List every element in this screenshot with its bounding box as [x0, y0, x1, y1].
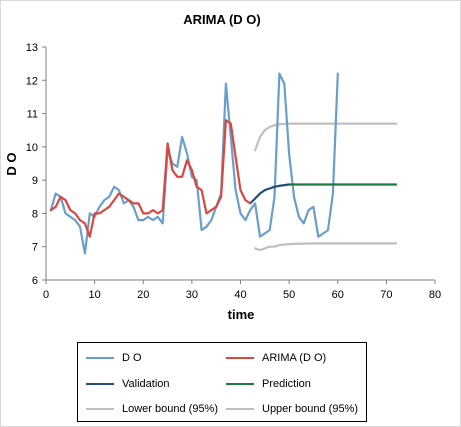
x-tick-label: 30 — [186, 289, 198, 301]
x-tick-label: 10 — [89, 289, 101, 301]
legend-item-do: D O — [86, 351, 142, 365]
legend-swatch-arima — [226, 357, 254, 359]
y-tick-label: 10 — [26, 142, 38, 154]
y-tick-label: 8 — [32, 208, 38, 220]
x-tick-label: 60 — [332, 289, 344, 301]
legend-swatch-validation — [86, 383, 114, 385]
legend-label-validation: Validation — [122, 378, 170, 390]
legend-swatch-upper-bound — [226, 408, 254, 410]
y-tick-label: 12 — [26, 75, 38, 87]
chart-title: ARIMA (D O) — [183, 12, 261, 27]
legend-label-arima: ARIMA (D O) — [262, 352, 327, 364]
legend-swatch-do — [86, 357, 114, 359]
x-tick-label: 40 — [234, 289, 246, 301]
x-tick-label: 0 — [43, 289, 49, 301]
x-tick-label: 50 — [283, 289, 295, 301]
legend-label-prediction: Prediction — [262, 378, 311, 390]
legend-item-lower-bound: Lower bound (95%) — [86, 402, 218, 416]
y-tick-label: 7 — [32, 242, 38, 254]
y-tick-label: 9 — [32, 175, 38, 187]
legend-item-upper-bound: Upper bound (95%) — [226, 402, 358, 416]
legend-label-do: D O — [122, 352, 142, 364]
legend-item-validation: Validation — [86, 377, 170, 391]
x-tick-label: 80 — [429, 289, 441, 301]
y-tick-label: 6 — [32, 275, 38, 287]
y-tick-label: 13 — [26, 42, 38, 54]
x-tick-label: 20 — [137, 289, 149, 301]
do-series-line — [49, 72, 339, 255]
x-tick-label: 70 — [380, 289, 392, 301]
x-axis-title: time — [228, 307, 255, 322]
axes: 6 7 8 9 10 11 12 13 0 10 20 30 40 50 60 70 80 — [26, 42, 441, 301]
plot-area — [49, 72, 398, 255]
legend-swatch-lower-bound — [86, 408, 114, 410]
legend-label-lower-bound: Lower bound (95%) — [122, 403, 219, 415]
legend-label-upper-bound: Upper bound (95%) — [262, 403, 359, 415]
y-tick-label: 11 — [27, 109, 38, 121]
chart-canvas: ARIMA (D O) D O time 6 7 8 9 10 11 12 13 0 10 20 30… — [4, 12, 441, 322]
arima-series-line — [49, 119, 252, 238]
y-axis-title: D O — [4, 152, 19, 175]
upper-bound-series-line — [254, 122, 398, 152]
legend: D O ARIMA (D O) Validation Prediction Lo… — [77, 342, 367, 422]
legend-swatch-prediction — [226, 383, 254, 385]
lower-bound-series-line — [254, 242, 398, 252]
legend-item-prediction: Prediction — [226, 377, 311, 391]
validation-series-line — [249, 183, 291, 205]
legend-item-arima: ARIMA (D O) — [226, 351, 326, 365]
